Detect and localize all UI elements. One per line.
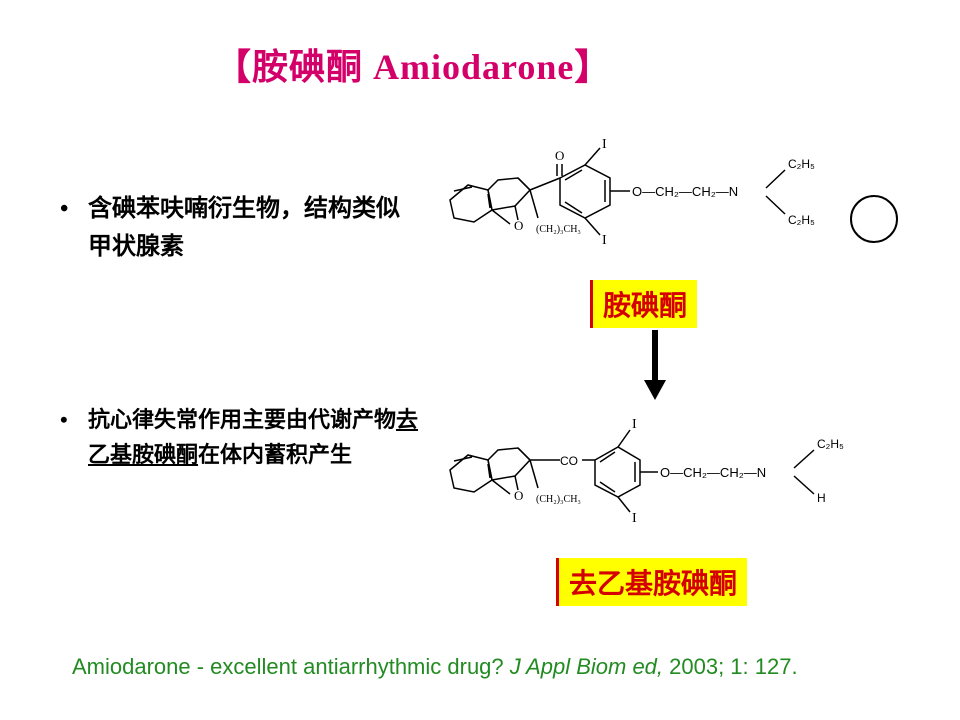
structure-amiodarone: O (CH₂)₃CH₃ O I I O—CH₂—CH₂—N <box>430 130 900 275</box>
svg-text:O—CH₂—CH₂—N: O—CH₂—CH₂—N <box>632 184 738 199</box>
bullet-item: • 含碘苯呋喃衍生物，结构类似甲状腺素 <box>60 190 420 267</box>
label-desethylamiodarone: 去乙基胺碘酮 <box>556 558 747 606</box>
label-amiodarone: 胺碘酮 <box>590 280 697 328</box>
molecule-svg: O (CH₂)₃CH₃ O I I O—CH₂—CH₂—N <box>430 130 900 270</box>
svg-text:I: I <box>632 511 637 526</box>
title-text: 【胺碘酮 Amiodarone】 <box>215 47 611 87</box>
svg-text:(CH₂)₃CH₃: (CH₂)₃CH₃ <box>536 494 581 505</box>
svg-text:C₂H₅: C₂H₅ <box>788 157 815 171</box>
bullet-list: • 含碘苯呋喃衍生物，结构类似甲状腺素 • 抗心律失常作用主要由代谢产物去乙基胺… <box>60 190 420 607</box>
svg-text:I: I <box>602 137 607 152</box>
svg-text:O: O <box>514 218 523 233</box>
bullet-dot: • <box>60 402 88 472</box>
bullet-dot: • <box>60 190 88 267</box>
svg-text:CO: CO <box>560 454 578 468</box>
svg-text:O—CH₂—CH₂—N: O—CH₂—CH₂—N <box>660 465 766 480</box>
bullet-text: 含碘苯呋喃衍生物，结构类似甲状腺素 <box>88 190 420 267</box>
slide-title: 【胺碘酮 Amiodarone】 <box>215 38 611 90</box>
svg-text:I: I <box>602 233 607 248</box>
bullet-item: • 抗心律失常作用主要由代谢产物去乙基胺碘酮在体内蓄积产生 <box>60 402 420 472</box>
svg-text:H: H <box>817 491 826 505</box>
svg-text:O: O <box>555 148 564 163</box>
svg-text:C₂H₅: C₂H₅ <box>788 213 815 227</box>
svg-text:O: O <box>514 488 523 503</box>
svg-text:(CH₂)₃CH₃: (CH₂)₃CH₃ <box>536 224 581 235</box>
svg-text:C₂H₅: C₂H₅ <box>817 437 844 451</box>
bullet-text: 抗心律失常作用主要由代谢产物去乙基胺碘酮在体内蓄积产生 <box>88 402 420 472</box>
conversion-arrow <box>640 328 670 408</box>
annotation-circle <box>850 195 898 243</box>
svg-text:I: I <box>632 417 637 432</box>
molecule-svg: O (CH₂)₃CH₃ CO I I O—CH₂—CH₂—N C₂H₅ H <box>430 400 910 540</box>
structure-desethylamiodarone: O (CH₂)₃CH₃ CO I I O—CH₂—CH₂—N C₂H₅ H <box>430 400 910 545</box>
citation-text: Amiodarone - excellent antiarrhythmic dr… <box>72 654 798 680</box>
